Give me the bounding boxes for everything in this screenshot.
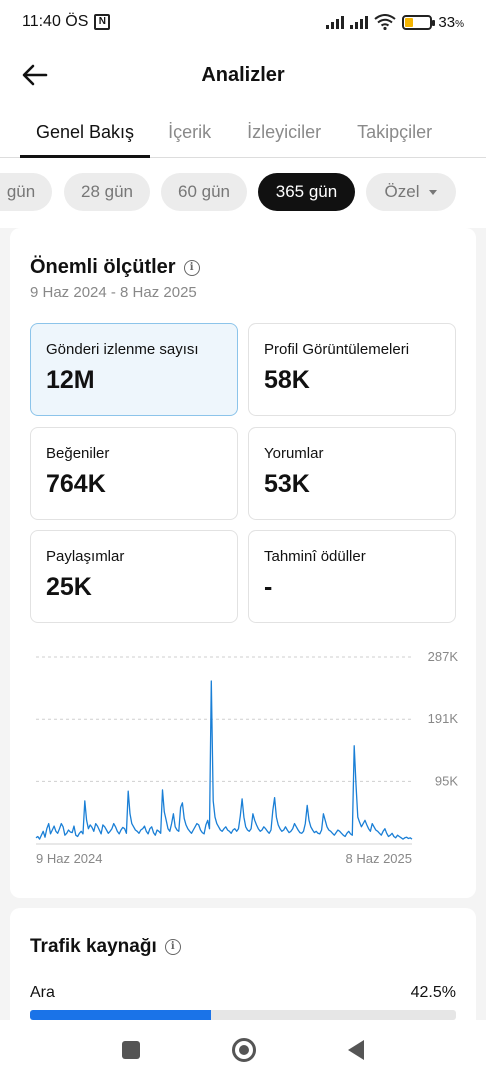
tab-followers[interactable]: Takipçiler <box>357 121 433 142</box>
header: Analizler <box>0 44 486 106</box>
range-chip-28-days[interactable]: 28 gün <box>64 173 150 211</box>
series-line <box>35 680 413 840</box>
status-time: 11:40 ÖS <box>22 13 89 30</box>
traffic-progress-track <box>30 1010 456 1020</box>
y-tick-label: 191K <box>428 711 459 726</box>
battery-icon <box>402 14 436 30</box>
x-tick-label: 8 Haz 2025 <box>346 851 413 866</box>
metrics-date-range: 9 Haz 2024 - 8 Haz 2025 <box>30 284 197 301</box>
system-back-icon[interactable] <box>348 1040 364 1060</box>
range-chip-60-days[interactable]: 60 gün <box>161 173 247 211</box>
tab-overview[interactable]: Genel Bakış <box>20 106 151 158</box>
cell-signal-icon <box>350 15 369 29</box>
tab-content[interactable]: İçerik <box>168 121 212 142</box>
metric-value: 53K <box>264 470 310 498</box>
metric-value: 12M <box>46 366 95 394</box>
metric-label: Beğeniler <box>46 445 110 462</box>
date-range-chips: gün 28 gün 60 gün 365 gün Özel <box>0 158 486 228</box>
range-chip-custom[interactable]: Özel <box>366 173 456 211</box>
metric-label: Gönderi izlenme sayısı <box>46 341 199 358</box>
metric-label: Paylaşımlar <box>46 548 125 565</box>
key-metrics-card: Önemli ölçütler i 9 Haz 2024 - 8 Haz 202… <box>10 228 476 898</box>
metric-value: - <box>264 573 273 601</box>
traffic-source-card: Trafik kaynağı i Ara 42.5% <box>10 908 476 1038</box>
status-bar: 11:40 ÖS N 33% <box>0 0 486 44</box>
traffic-source-percent: 42.5% <box>410 984 456 1001</box>
metric-label: Yorumlar <box>264 445 324 462</box>
range-chip-365-days[interactable]: 365 gün <box>258 173 355 211</box>
nfc-icon: N <box>94 14 111 30</box>
info-icon[interactable]: i <box>164 939 181 955</box>
y-tick-label: 95K <box>435 773 458 788</box>
dropdown-arrow-icon <box>429 190 438 196</box>
page-title: Analizler <box>201 63 285 86</box>
cell-signal-icon <box>326 15 345 29</box>
metric-profile-views[interactable]: Profil Görüntülemeleri 58K <box>248 323 456 416</box>
back-arrow-icon[interactable] <box>20 60 50 90</box>
tab-bar: Genel Bakış İçerik İzleyiciler Takipçile… <box>0 106 486 158</box>
traffic-progress-fill <box>30 1010 212 1020</box>
info-icon[interactable]: i <box>183 259 200 276</box>
x-tick-label: 9 Haz 2024 <box>36 851 103 866</box>
metric-estimated-rewards[interactable]: Tahminî ödüller - <box>248 530 456 623</box>
key-metrics-title: Önemli ölçütler <box>30 256 176 278</box>
traffic-source-title: Trafik kaynağı <box>30 936 157 957</box>
tab-viewers[interactable]: İzleyiciler <box>247 121 322 142</box>
wifi-icon <box>374 14 397 30</box>
metric-value: 58K <box>264 366 310 394</box>
system-nav-bar <box>0 1020 486 1080</box>
metric-post-views[interactable]: Gönderi izlenme sayısı 12M <box>30 323 238 416</box>
metric-shares[interactable]: Paylaşımlar 25K <box>30 530 238 623</box>
metric-value: 764K <box>46 470 106 498</box>
metric-value: 25K <box>46 573 92 601</box>
metric-label: Tahminî ödüller <box>264 548 366 565</box>
metric-comments[interactable]: Yorumlar 53K <box>248 427 456 520</box>
recent-apps-icon[interactable] <box>122 1041 140 1059</box>
post-views-line-chart: 95K 191K 287K 9 Haz 2024 8 Haz 2025 <box>35 649 459 866</box>
metric-label: Profil Görüntülemeleri <box>264 341 410 358</box>
battery-level: 33% <box>438 13 464 31</box>
range-chip-7-days[interactable]: gün <box>0 173 52 211</box>
y-tick-label: 287K <box>428 649 459 664</box>
traffic-source-label: Ara <box>30 984 55 1001</box>
home-icon[interactable] <box>232 1038 256 1062</box>
metric-likes[interactable]: Beğeniler 764K <box>30 427 238 520</box>
